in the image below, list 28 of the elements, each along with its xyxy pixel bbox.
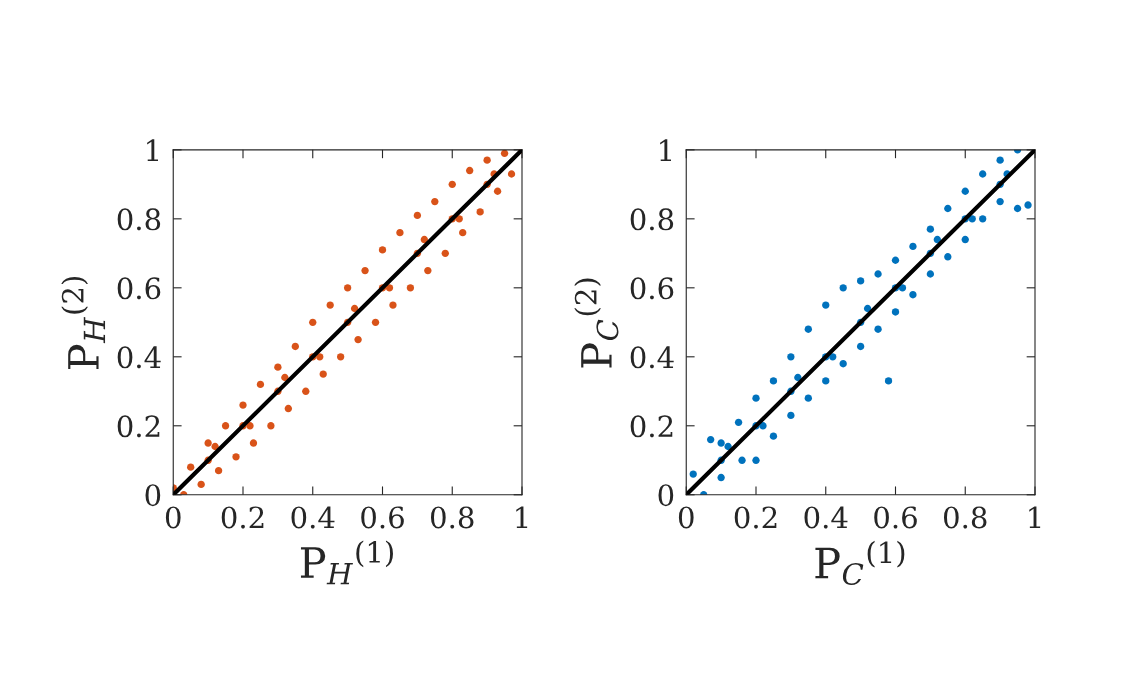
y-tick-label: 0.2: [117, 415, 160, 438]
y-tick-label: 0: [658, 484, 674, 507]
y-tick-label: 0.6: [117, 277, 161, 300]
x-tick-label: 0.4: [291, 506, 335, 529]
x-tick-label: 0.4: [804, 506, 848, 529]
x-tick-label: 0: [678, 506, 694, 529]
x-tick-label: 0.6: [874, 506, 917, 529]
y-tick-label: 0.8: [117, 208, 161, 231]
y-tick-label: 0.2: [630, 415, 673, 438]
y-tick-label: 0.6: [630, 277, 674, 300]
y-tick-label: 0.8: [630, 208, 674, 231]
y-tick-label: 1: [660, 139, 671, 161]
y-axis-title: P$_{C}$$^{(2)}$: [574, 278, 619, 368]
x-axis-title: P$_{H}$$^{(1)}$: [300, 540, 393, 585]
x-tick-label: 0.2: [734, 506, 777, 529]
y-tick-label: 1: [147, 139, 158, 161]
x-tick-label: 0.2: [221, 506, 264, 529]
y-tick-label: 0: [145, 484, 161, 507]
x-tick-label: 0: [165, 506, 181, 529]
y-tick-label: 0.4: [630, 346, 674, 369]
x-tick-label: 1: [516, 506, 528, 529]
y-axis-title: P$_{H}$$^{(2)}$: [61, 276, 106, 369]
y-tick-label: 0.4: [117, 346, 161, 369]
x-tick-label: 0.8: [430, 506, 474, 529]
x-tick-label: 0.6: [361, 506, 404, 529]
x-tick-label: 1: [1029, 506, 1041, 529]
x-tick-label: 0.8: [943, 506, 987, 529]
x-axis-title: P$_{C}$$^{(1)}$: [815, 540, 905, 586]
